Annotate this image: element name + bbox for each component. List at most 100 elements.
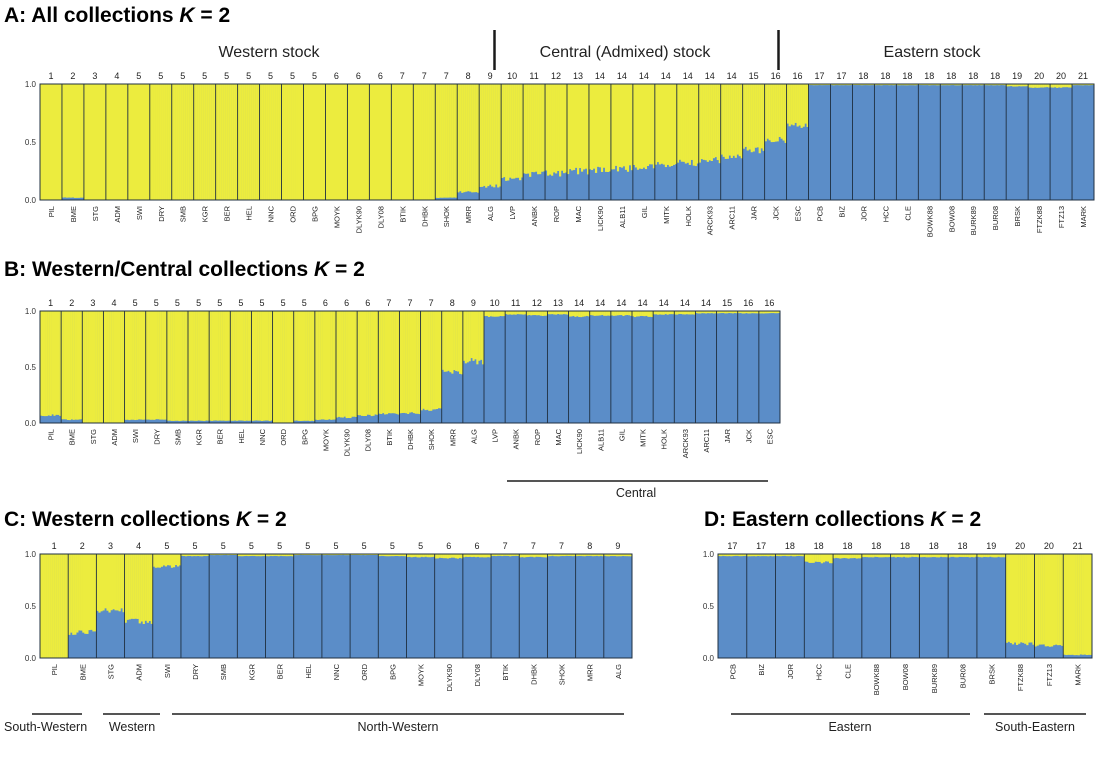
bar-segment-yellow (197, 554, 200, 556)
collection-number: 14 (705, 71, 715, 81)
bar-segment-yellow (384, 311, 387, 415)
bar-segment-yellow (1090, 84, 1093, 86)
bar-segment-blue (321, 554, 351, 658)
bar-segment-yellow (841, 554, 844, 559)
bar-segment-yellow (475, 84, 478, 193)
bar-segment-yellow (787, 554, 791, 557)
bar-segment-yellow (541, 311, 544, 317)
bar-segment-yellow (666, 84, 670, 165)
bar-segment-yellow (211, 554, 214, 556)
bar-segment-yellow (982, 84, 985, 86)
bar-segment-yellow (511, 554, 514, 556)
bar-segment-yellow (491, 84, 494, 187)
bar-segment-yellow (503, 554, 506, 556)
bar-segment-yellow (1034, 84, 1037, 88)
bar-segment-yellow (379, 84, 382, 200)
bar-segment-yellow (447, 84, 450, 198)
bar-segment-yellow (289, 311, 292, 423)
bar-segment-yellow (1011, 554, 1015, 645)
bar-segment-yellow (305, 554, 309, 556)
bar-segment-yellow (401, 311, 404, 413)
bar-segment-yellow (526, 311, 529, 316)
bar-segment-yellow (163, 84, 166, 200)
bar-segment-yellow (990, 84, 993, 86)
bar-segment-yellow (1052, 84, 1055, 88)
bar-segment-yellow (664, 311, 667, 315)
bar-segment-yellow (742, 554, 745, 556)
bar-segment-yellow (96, 554, 99, 611)
collection-number: 4 (114, 71, 119, 81)
bar-segment-yellow (495, 311, 498, 317)
collection-number: 6 (378, 71, 383, 81)
bar-segment-yellow (316, 311, 319, 420)
bar-segment-yellow (653, 311, 656, 315)
bar-segment-yellow (658, 311, 662, 315)
bar-segment-yellow (794, 554, 797, 557)
population-label: ALB11 (618, 206, 627, 228)
population-label: JCK (772, 206, 781, 220)
plot-frame (39, 310, 781, 424)
bar-segment-yellow (225, 84, 228, 200)
bar-segment-yellow (393, 84, 396, 200)
bar-segment-yellow (844, 84, 847, 86)
bar-segment-yellow (453, 84, 456, 198)
bar-segment-yellow (345, 311, 348, 419)
bar-segment-yellow (950, 554, 953, 557)
bar-segment-yellow (497, 84, 500, 188)
bar-segment-yellow (351, 84, 354, 200)
bar-segment-yellow (341, 311, 344, 418)
bar-segment-yellow (620, 84, 624, 168)
bar-segment-yellow (1092, 84, 1095, 86)
bar-segment-yellow (553, 554, 556, 557)
bar-segment-yellow (818, 84, 821, 86)
bar-segment-yellow (700, 84, 703, 160)
bar-segment-yellow (346, 554, 349, 556)
bar-segment-yellow (295, 554, 298, 556)
bar-segment-yellow (539, 554, 542, 557)
collection-number: 18 (871, 541, 881, 551)
bar-segment-yellow (1081, 554, 1084, 655)
bar-segment-yellow (136, 554, 139, 619)
population-label: FTZK88 (1016, 664, 1025, 691)
bar-segment-yellow (168, 554, 172, 566)
bar-segment-yellow (293, 311, 296, 421)
bar-segment-blue (632, 311, 654, 423)
bar-segment-yellow (432, 311, 435, 410)
bar-segment-blue (808, 84, 831, 200)
bar-segment-yellow (678, 311, 681, 314)
population-label: ROP (533, 429, 542, 445)
population-label: BTIK (501, 664, 510, 681)
bar-segment-yellow (460, 311, 464, 375)
collection-number: 5 (196, 298, 201, 308)
bar-segment-yellow (592, 84, 596, 169)
bar-segment-yellow (514, 311, 517, 315)
bar-segment-yellow (956, 84, 959, 86)
bar-segment-yellow (888, 554, 891, 558)
bar-segment-yellow (205, 84, 208, 200)
bar-segment-yellow (259, 554, 262, 557)
bar-segment-yellow (593, 311, 596, 316)
bar-segment-yellow (831, 554, 834, 564)
bar-segment-yellow (855, 554, 858, 559)
bar-segment-yellow (418, 554, 421, 558)
bar-segment-yellow (105, 84, 109, 200)
bar-segment-yellow (1044, 554, 1047, 647)
bar-segment-yellow (92, 554, 95, 632)
bar-segment-yellow (128, 554, 131, 620)
bar-segment-yellow (134, 554, 137, 619)
bar-segment-yellow (716, 84, 719, 161)
bar-segment-yellow (331, 554, 335, 556)
bar-segment-yellow (998, 84, 1001, 86)
bar-segment-yellow (191, 554, 194, 557)
collection-number: 18 (924, 71, 934, 81)
bar-segment-yellow (870, 554, 873, 558)
bar-segment-yellow (330, 311, 333, 420)
bar-segment-yellow (141, 311, 144, 420)
bar-segment-yellow (420, 554, 423, 557)
bar-segment-yellow (571, 554, 574, 557)
bar-segment-yellow (752, 84, 755, 152)
bar-segment-yellow (437, 311, 440, 409)
bar-segment-yellow (845, 554, 848, 559)
bar-segment-yellow (627, 554, 631, 557)
bar-segment-yellow (49, 311, 52, 416)
